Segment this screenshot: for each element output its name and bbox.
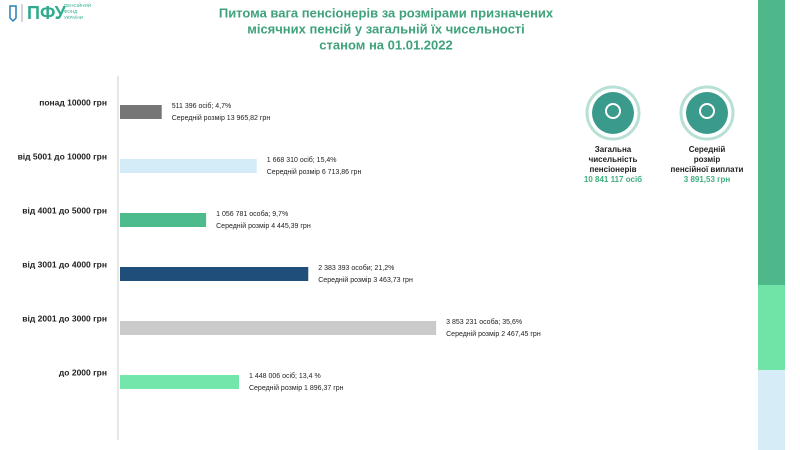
- value-label: 1 056 781 особа; 9,7%: [216, 210, 288, 218]
- stat-value: 3 891,53 грн: [684, 175, 731, 184]
- average-label: Середній розмір 4 445,39 грн: [216, 222, 311, 230]
- category-label: до 2000 грн: [59, 367, 107, 377]
- title: Питома вага пенсіонерів за розмірами при…: [219, 5, 554, 20]
- bar: [120, 105, 162, 119]
- value-label: 511 396 осіб; 4,7%: [172, 102, 232, 110]
- value-label: 2 383 393 особи; 21,2%: [318, 264, 394, 272]
- stat-label: пенсіонерів: [590, 165, 637, 174]
- bar: [120, 321, 437, 335]
- category-label: від 2001 до 3000 грн: [22, 313, 107, 323]
- stat-label: чисельність: [589, 155, 638, 164]
- stat-label: Загальна: [595, 145, 632, 154]
- average-label: Середній розмір 1 896,37 грн: [249, 384, 344, 392]
- title: станом на 01.01.2022: [319, 37, 452, 52]
- stat-icon-ring: [585, 85, 641, 141]
- average-label: Середній розмір 13 965,82 грн: [172, 114, 271, 122]
- logo-org: УКРАЇНИ: [64, 14, 83, 20]
- category-label: понад 10000 грн: [39, 97, 107, 107]
- bar: [120, 213, 207, 227]
- side-strip: [758, 370, 785, 450]
- category-label: від 4001 до 5000 грн: [22, 205, 107, 215]
- stat-icon: [592, 92, 634, 134]
- stat-label: Середній: [689, 145, 726, 154]
- logo: ПФУ: [27, 3, 67, 23]
- bar: [120, 267, 309, 281]
- stat-icon-glyph: [605, 103, 621, 119]
- title: місячних пенсій у загальній їх чисельнос…: [247, 21, 525, 36]
- stat-icon-ring: [679, 85, 735, 141]
- stat-value: 10 841 117 осіб: [584, 175, 642, 184]
- bar: [120, 375, 239, 389]
- logo-org: ПЕНСІЙНИЙ: [64, 1, 91, 8]
- stat-icon: [686, 92, 728, 134]
- side-strip: [758, 0, 785, 285]
- value-label: 1 448 006 осіб; 13,4 %: [249, 372, 321, 380]
- stat-icon-glyph: [699, 103, 715, 119]
- bar: [120, 159, 257, 173]
- category-label: від 5001 до 10000 грн: [18, 151, 107, 161]
- value-label: 3 853 231 особа; 35,6%: [446, 318, 522, 326]
- average-label: Середній розмір 2 467,45 грн: [446, 330, 541, 338]
- average-label: Середній розмір 3 463,73 грн: [318, 276, 413, 284]
- average-label: Середній розмір 6 713,86 грн: [267, 168, 362, 176]
- emblem: [9, 5, 17, 23]
- value-label: 1 668 310 осіб; 15,4%: [267, 156, 337, 164]
- stat-label: пенсійної виплати: [671, 165, 744, 174]
- category-label: від 3001 до 4000 грн: [22, 259, 107, 269]
- stat-label: розмір: [694, 155, 721, 164]
- side-strip: [758, 285, 785, 370]
- logo-org: ФОНД: [64, 9, 77, 14]
